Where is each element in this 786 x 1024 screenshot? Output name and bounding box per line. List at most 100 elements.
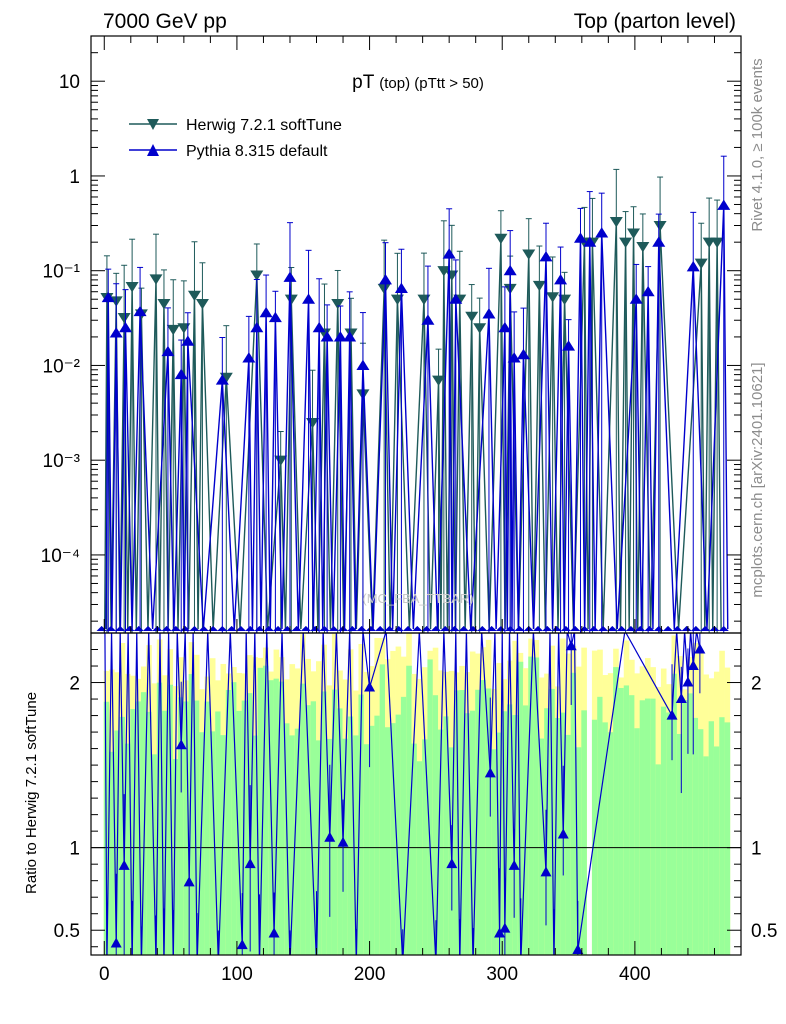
pythia-floor-marker: [495, 626, 506, 631]
band-inner-bin: [379, 664, 386, 955]
band-inner-bin: [162, 710, 168, 955]
band-inner-bin: [607, 732, 614, 955]
pythia-floor-marker: [421, 626, 432, 631]
band-inner-bin: [183, 701, 189, 955]
herwig-marker: [432, 375, 446, 386]
band-inner-bin: [135, 701, 142, 955]
band-inner-bin: [236, 710, 243, 955]
pythia-marker: [516, 348, 530, 360]
pythia-marker: [717, 199, 731, 210]
herwig-marker: [195, 299, 209, 310]
pythia-marker: [652, 236, 666, 247]
pythia-floor-marker: [430, 626, 441, 631]
band-inner-bin: [666, 712, 672, 955]
band-inner-bin: [411, 743, 418, 955]
band-inner-bin: [178, 697, 184, 955]
pythia-marker: [250, 321, 264, 333]
band-inner-bin: [193, 700, 200, 955]
band-inner-bin: [719, 717, 725, 955]
herwig-marker: [636, 241, 650, 253]
band-inner-bin: [469, 710, 476, 955]
band-inner-bin: [698, 729, 704, 955]
ratio-axis-label: Ratio to Herwig 7.2.1 softTune: [23, 692, 40, 894]
pythia-marker: [283, 271, 297, 282]
main-series-group: [96, 155, 731, 633]
ratio-marker: [118, 859, 130, 870]
pythia-floor-marker: [133, 626, 144, 631]
band-inner-bin: [305, 705, 311, 955]
herwig-marker: [417, 294, 431, 306]
ratio-marker: [110, 937, 122, 948]
herwig-marker: [157, 299, 171, 310]
axis-ticks: 10 1 10⁻¹ 10⁻² 10⁻³ 10⁻⁴ 0.5 0.5 1 1 2 2 0 100 200 300 4…: [41, 35, 777, 985]
pythia-floor-marker: [384, 626, 395, 631]
band-inner-bin: [581, 710, 587, 955]
band-inner-bin: [528, 656, 534, 955]
ratio-marker: [508, 859, 520, 870]
herwig-marker: [653, 220, 667, 232]
main-y-tick-label: 10⁻¹: [43, 262, 81, 283]
pythia-floor-marker: [365, 626, 376, 631]
pythia-floor-marker: [393, 626, 404, 631]
band-inner-bin: [660, 706, 667, 955]
ratio-y-tick-label-right: 2: [751, 674, 762, 695]
band-inner-bin: [342, 738, 349, 955]
pythia-floor-marker: [458, 626, 469, 631]
ratio-marker: [337, 836, 349, 847]
analysis-watermark: (MC_FBA_TTBAR): [362, 591, 473, 606]
band-inner-bin: [724, 722, 731, 955]
pythia-marker: [394, 282, 408, 293]
band-inner-bin: [570, 672, 577, 955]
herwig-marker: [177, 323, 191, 334]
ratio-marker: [675, 693, 687, 704]
herwig-marker: [284, 294, 298, 306]
pythia-floor-marker: [208, 626, 219, 631]
pythia-marker: [259, 306, 273, 318]
pythia-floor-marker: [505, 626, 516, 631]
band-inner-bin: [713, 746, 720, 955]
ratio-marker: [666, 709, 678, 720]
band-inner-bin: [639, 700, 646, 955]
pythia-marker: [320, 331, 334, 342]
pythia-floor-marker: [226, 626, 237, 631]
band-inner-bin: [310, 701, 317, 955]
legend-item-pythia: Pythia 8.315 default: [129, 143, 328, 160]
ratio-marker: [565, 640, 577, 651]
ratio-marker: [446, 858, 458, 869]
main-y-tick-label: 10: [59, 72, 80, 93]
band-inner-bin: [676, 733, 683, 955]
band-inner-bin: [337, 708, 343, 955]
pythia-floor-marker: [625, 626, 636, 631]
legend-herwig-marker: [147, 119, 159, 130]
pythia-floor-marker: [356, 626, 367, 631]
pythia-floor-marker: [273, 626, 284, 631]
ratio-plot-frame: [90, 632, 742, 956]
band-inner-bin: [655, 764, 662, 955]
ratio-y-tick-label-left: 2: [69, 674, 80, 695]
pythia-marker: [498, 321, 512, 333]
pythia-marker: [503, 264, 517, 276]
pythia-floor-marker: [170, 626, 181, 631]
pythia-floor-marker: [616, 626, 627, 631]
ratio-series-line: [104, 633, 701, 955]
pythia-marker: [442, 248, 456, 259]
band-inner-bin: [634, 728, 640, 955]
pythia-marker: [333, 331, 347, 342]
band-inner-bin: [400, 696, 407, 955]
band-inner-bin: [331, 689, 338, 955]
pythia-floor-marker: [663, 626, 674, 631]
pythia-floor-marker: [718, 626, 729, 631]
pythia-floor-marker: [588, 626, 599, 631]
ratio-series: [104, 633, 706, 955]
x-tick-label: 200: [354, 964, 386, 985]
herwig-marker: [377, 283, 391, 295]
pythia-floor-marker: [468, 626, 479, 631]
pythia-marker: [554, 274, 568, 285]
band-inner-bin: [618, 687, 625, 955]
legend-item-herwig: Herwig 7.2.1 softTune: [129, 117, 342, 134]
pythia-floor-marker: [598, 626, 609, 631]
band-inner-bin: [703, 756, 709, 955]
band-inner-bin: [576, 747, 582, 955]
band-inner-bin: [443, 716, 449, 955]
